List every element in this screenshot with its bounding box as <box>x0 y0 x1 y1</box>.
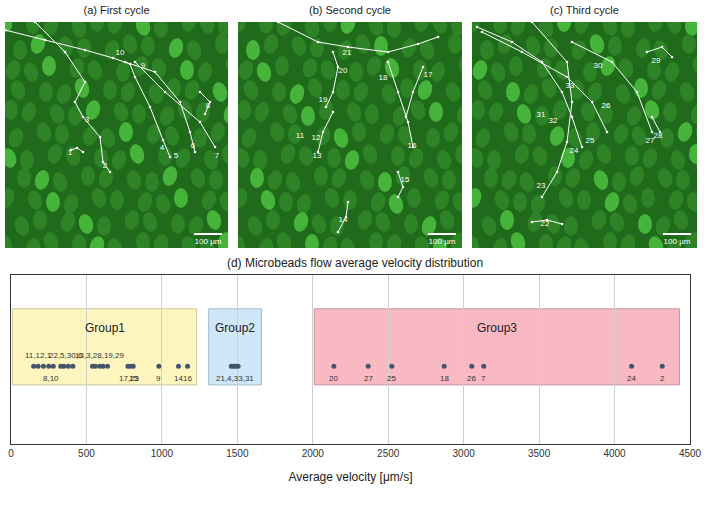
svg-text:25: 25 <box>387 374 396 383</box>
svg-text:5: 5 <box>174 151 179 160</box>
svg-text:(d) Microbeads flow average ve: (d) Microbeads flow average velocity dis… <box>227 256 483 270</box>
svg-text:2500: 2500 <box>377 448 400 459</box>
svg-text:Group2: Group2 <box>215 321 255 335</box>
svg-text:13: 13 <box>313 151 322 160</box>
svg-text:1500: 1500 <box>226 448 249 459</box>
svg-text:1000: 1000 <box>151 448 174 459</box>
svg-text:4500: 4500 <box>679 448 702 459</box>
svg-text:15: 15 <box>129 374 138 383</box>
svg-text:31: 31 <box>537 110 546 119</box>
svg-text:100 µm: 100 µm <box>664 237 691 246</box>
svg-text:2: 2 <box>660 374 665 383</box>
svg-text:7: 7 <box>215 151 220 160</box>
svg-text:27: 27 <box>646 136 655 145</box>
svg-text:28: 28 <box>654 131 663 140</box>
svg-text:Average velocity [μm/s]: Average velocity [μm/s] <box>288 470 412 484</box>
svg-text:8: 8 <box>206 101 211 110</box>
svg-text:13,3,28,19,29: 13,3,28,19,29 <box>75 351 124 360</box>
svg-text:24: 24 <box>570 146 579 155</box>
svg-text:8,10: 8,10 <box>43 374 59 383</box>
svg-text:29: 29 <box>652 56 661 65</box>
svg-text:(a) First cycle: (a) First cycle <box>84 4 150 16</box>
svg-text:22: 22 <box>541 219 550 228</box>
svg-text:11,12,1: 11,12,1 <box>25 351 52 360</box>
svg-text:21,4,33,31: 21,4,33,31 <box>216 374 254 383</box>
svg-text:20: 20 <box>339 66 348 75</box>
svg-text:16: 16 <box>408 141 417 150</box>
svg-text:Group3: Group3 <box>477 321 517 335</box>
svg-text:3: 3 <box>85 115 90 124</box>
svg-text:(b) Second cycle: (b) Second cycle <box>309 4 391 16</box>
svg-text:6: 6 <box>191 141 196 150</box>
svg-text:33: 33 <box>566 81 575 90</box>
svg-text:Group1: Group1 <box>85 321 125 335</box>
svg-text:16: 16 <box>183 374 192 383</box>
svg-text:14: 14 <box>174 374 183 383</box>
svg-text:2: 2 <box>103 161 108 170</box>
svg-text:10: 10 <box>116 48 125 57</box>
svg-text:11: 11 <box>296 131 305 140</box>
svg-text:27: 27 <box>364 374 373 383</box>
svg-text:9: 9 <box>156 374 161 383</box>
svg-text:26: 26 <box>467 374 476 383</box>
svg-text:17: 17 <box>424 70 433 79</box>
svg-text:18: 18 <box>440 374 449 383</box>
svg-text:25: 25 <box>586 136 595 145</box>
svg-text:23: 23 <box>537 181 546 190</box>
svg-text:24: 24 <box>627 374 636 383</box>
svg-text:4000: 4000 <box>603 448 626 459</box>
svg-text:26: 26 <box>602 101 611 110</box>
svg-text:12: 12 <box>312 133 321 142</box>
svg-text:100 µm: 100 µm <box>429 237 456 246</box>
svg-text:18: 18 <box>379 73 388 82</box>
svg-text:14: 14 <box>339 215 348 224</box>
svg-text:7: 7 <box>481 374 486 383</box>
svg-text:500: 500 <box>78 448 95 459</box>
svg-text:0: 0 <box>8 448 14 459</box>
svg-text:17,23: 17,23 <box>119 374 140 383</box>
svg-text:15: 15 <box>401 175 410 184</box>
svg-text:30: 30 <box>594 61 603 70</box>
svg-text:1: 1 <box>68 148 73 157</box>
svg-text:32: 32 <box>549 116 558 125</box>
svg-text:9: 9 <box>141 61 146 70</box>
svg-text:3000: 3000 <box>453 448 476 459</box>
svg-text:4: 4 <box>160 143 165 152</box>
svg-text:(c) Third cycle: (c) Third cycle <box>550 4 619 16</box>
svg-text:2000: 2000 <box>302 448 325 459</box>
svg-text:22,5,30,6: 22,5,30,6 <box>49 351 83 360</box>
svg-text:100 µm: 100 µm <box>195 237 222 246</box>
svg-text:19: 19 <box>319 95 328 104</box>
svg-text:21: 21 <box>343 48 352 57</box>
svg-text:20: 20 <box>329 374 338 383</box>
svg-text:3500: 3500 <box>528 448 551 459</box>
